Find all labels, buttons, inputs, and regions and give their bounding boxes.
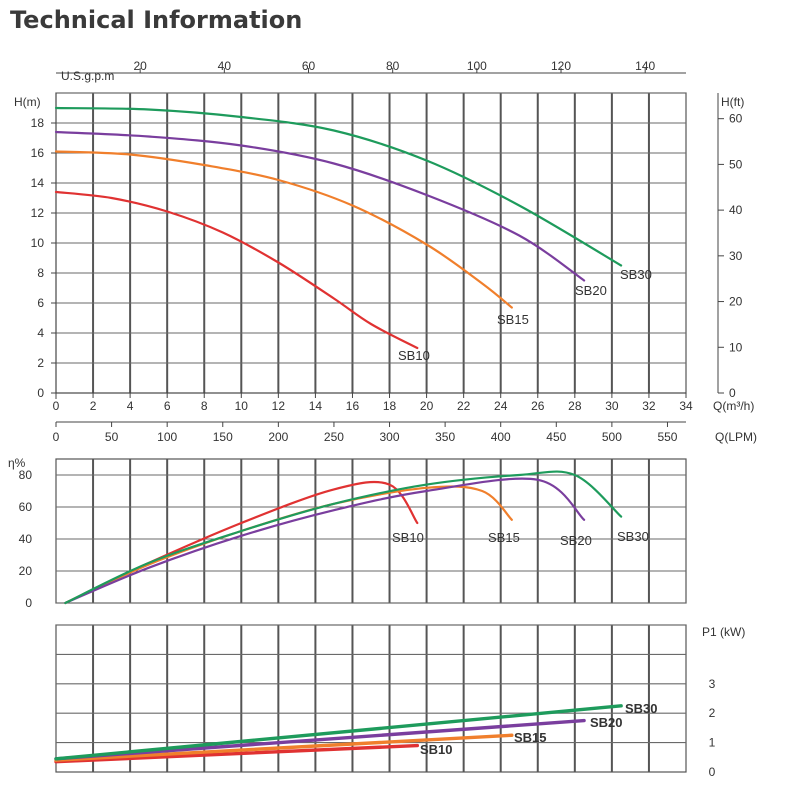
head-x-tick-label: 24	[494, 399, 508, 413]
lpm-axis-tick-label: 200	[268, 430, 288, 444]
efficiency-curve-label-sb20: SB20	[560, 533, 592, 548]
lpm-axis-tick-label: 400	[491, 430, 511, 444]
efficiency-y-tick-label: 40	[19, 532, 33, 546]
top-axis-title: U.S.g.p.m	[61, 69, 114, 83]
head-curve-sb10	[54, 190, 419, 350]
head-y2-tick-label: 50	[729, 157, 743, 171]
power-y-tick-label: 3	[709, 677, 716, 691]
head-y2-tick-label: 0	[729, 386, 736, 400]
power-y-tick-label: 0	[709, 765, 716, 779]
head-y2-tick-label: 60	[729, 112, 743, 126]
head-curve-sb15	[54, 150, 513, 309]
top-axis-tick-label: 120	[551, 59, 571, 73]
efficiency-y-tick-label: 20	[19, 564, 33, 578]
power-curve-label-sb20: SB20	[590, 715, 623, 730]
head-y-tick-label: 2	[37, 356, 44, 370]
lpm-axis-tick-label: 300	[380, 430, 400, 444]
lpm-axis-tick-label: 450	[546, 430, 566, 444]
power-y-tick-label: 2	[709, 706, 716, 720]
head-y2-axis-title: H(ft)	[721, 95, 744, 109]
head-x-tick-label: 32	[642, 399, 656, 413]
head-y2-tick-label: 20	[729, 295, 743, 309]
head-curve-label-sb20: SB20	[575, 283, 607, 298]
efficiency-curve-sb20	[64, 477, 586, 605]
head-y-tick-label: 8	[37, 266, 44, 280]
power-curve-label-sb10: SB10	[420, 742, 453, 757]
head-x-tick-label: 8	[201, 399, 208, 413]
head-y-tick-label: 12	[31, 206, 45, 220]
head-curve-sb20	[54, 130, 586, 282]
lpm-axis-title: Q(LPM)	[715, 430, 757, 444]
head-x-tick-label: 10	[235, 399, 249, 413]
head-x-tick-label: 14	[309, 399, 323, 413]
head-y2-tick-label: 30	[729, 249, 743, 263]
head-x-tick-label: 2	[90, 399, 97, 413]
head-x-tick-label: 26	[531, 399, 545, 413]
top-axis-tick-label: 140	[635, 59, 655, 73]
head-y2-tick-label: 40	[729, 203, 743, 217]
head-curve-label-sb30: SB30	[620, 267, 652, 282]
efficiency-curve-label-sb15: SB15	[488, 530, 520, 545]
head-x-tick-label: 4	[127, 399, 134, 413]
efficiency-y-tick-label: 80	[19, 468, 33, 482]
head-y-tick-label: 6	[37, 296, 44, 310]
head-y-tick-label: 14	[31, 176, 45, 190]
head-x-tick-label: 18	[383, 399, 397, 413]
head-y-tick-label: 16	[31, 146, 45, 160]
top-axis-tick-label: 60	[302, 59, 316, 73]
lpm-axis-tick-label: 350	[435, 430, 455, 444]
head-y-tick-label: 18	[31, 116, 45, 130]
head-x-tick-label: 0	[53, 399, 60, 413]
power-curve-label-sb15: SB15	[514, 730, 547, 745]
efficiency-y-tick-label: 0	[25, 596, 32, 610]
top-axis-tick-label: 100	[467, 59, 487, 73]
head-x-tick-label: 12	[272, 399, 286, 413]
head-y-tick-label: 0	[37, 386, 44, 400]
power-curve-sb20	[54, 718, 586, 761]
power-curve-label-sb30: SB30	[625, 701, 658, 716]
power-curve-sb10	[54, 743, 420, 764]
power-curve-sb30	[54, 704, 623, 761]
head-x-tick-label: 30	[605, 399, 619, 413]
efficiency-curve-label-sb30: SB30	[617, 529, 649, 544]
lpm-axis-tick-label: 100	[157, 430, 177, 444]
head-x-tick-label: 6	[164, 399, 171, 413]
head-x-tick-label: 20	[420, 399, 434, 413]
efficiency-chart-plot-frame	[55, 458, 687, 604]
efficiency-y-axis-title: η%	[8, 456, 26, 470]
lpm-axis-tick-label: 250	[324, 430, 344, 444]
head-curve-label-sb10: SB10	[398, 348, 430, 363]
lpm-axis-tick-label: 0	[53, 430, 60, 444]
head-y-axis-title: H(m)	[14, 95, 41, 109]
page-title: Technical Information	[10, 6, 303, 34]
head-curve-label-sb15: SB15	[497, 312, 529, 327]
efficiency-curve-label-sb10: SB10	[392, 530, 424, 545]
lpm-axis-tick-label: 150	[213, 430, 233, 444]
head-y-tick-label: 4	[37, 326, 44, 340]
power-curve-sb15	[54, 733, 514, 762]
lpm-axis-tick-label: 500	[602, 430, 622, 444]
lpm-axis-tick-label: 50	[105, 430, 119, 444]
head-x-tick-label: 34	[679, 399, 693, 413]
efficiency-curve-sb30	[64, 470, 623, 605]
head-x-tick-label: 16	[346, 399, 360, 413]
power-y-axis-title: P1 (kW)	[702, 625, 745, 639]
head-y-tick-label: 10	[31, 236, 45, 250]
head-x-tick-label: 28	[568, 399, 582, 413]
efficiency-y-tick-label: 60	[19, 500, 33, 514]
head-curve-sb30	[54, 106, 623, 267]
head-x-tick-label: 22	[457, 399, 471, 413]
lpm-axis-tick-label: 550	[657, 430, 677, 444]
head-x-axis-title: Q(m³/h)	[713, 399, 754, 413]
top-axis-tick-label: 20	[133, 59, 147, 73]
top-axis-tick-label: 80	[386, 59, 400, 73]
top-axis-tick-label: 40	[218, 59, 232, 73]
power-y-tick-label: 1	[709, 736, 716, 750]
head-y2-tick-label: 10	[729, 340, 743, 354]
